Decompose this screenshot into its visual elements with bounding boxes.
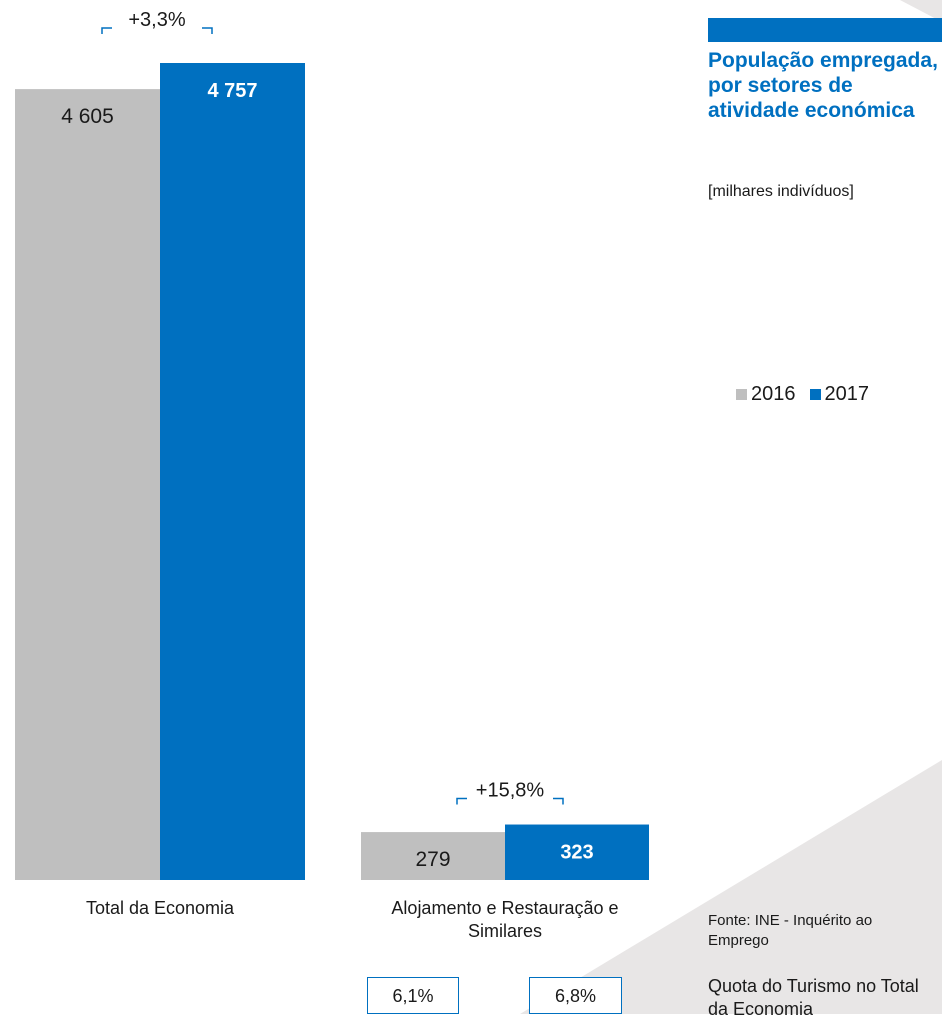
legend-item-2017: 2017 (809, 383, 870, 406)
bar-2017-cat0 (160, 63, 305, 880)
category-label-total: Total da Economia (85, 898, 235, 918)
legend: 2016 2017 (736, 383, 869, 406)
title-accent-bar (708, 18, 942, 42)
category-label-alojamento: Alojamento e Restauração e Similares (391, 898, 619, 941)
bar-2016-cat0 (15, 89, 160, 880)
legend-label-2016: 2016 (751, 383, 796, 405)
growth-bracket-cat0 (101, 27, 213, 34)
quota-label: Quota do Turismo no Total da Economia (708, 976, 919, 1019)
data-label-2016-cat1: 279 (415, 848, 450, 871)
chart-units: [milhares indivíduos] (708, 183, 854, 200)
bar-2017-cat1 (505, 824, 649, 880)
legend-swatch-2017 (809, 389, 821, 400)
growth-label-cat1: +15,8% (476, 780, 545, 802)
bar-2016-cat1 (361, 832, 505, 880)
growth-label-cat0: +3,3% (128, 9, 185, 31)
share-box-2017: 6,8% (529, 977, 622, 1014)
legend-swatch-2016 (736, 389, 747, 400)
share-box-2016: 6,1% (367, 977, 459, 1014)
chart-title: População empregada, por setores de ativ… (708, 49, 938, 122)
legend-item-2016: 2016 (736, 383, 796, 406)
data-label-2017-cat1: 323 (560, 842, 593, 864)
growth-bracket-cat1 (456, 797, 564, 805)
legend-label-2017: 2017 (824, 383, 870, 405)
data-label-2017-cat0: 4 757 (207, 80, 257, 102)
data-label-2016-cat0: 4 605 (61, 105, 114, 128)
source-note: Fonte: INE - Inquérito ao Emprego (708, 912, 873, 949)
